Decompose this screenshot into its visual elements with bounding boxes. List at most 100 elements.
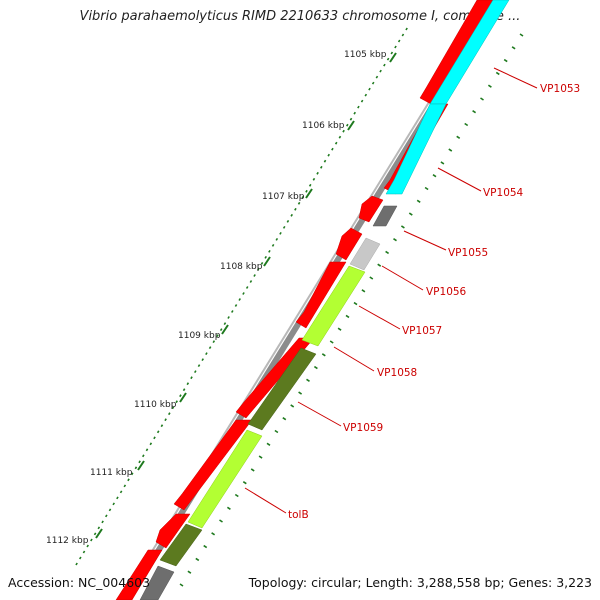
gene-forward-9[interactable] xyxy=(115,549,163,600)
ruler-minor-tick xyxy=(164,418,167,422)
inner-minor-tick xyxy=(226,506,231,510)
inner-minor-tick xyxy=(258,455,263,459)
gene-forward-7[interactable] xyxy=(173,419,253,511)
scale-tick xyxy=(305,188,313,199)
ruler-minor-tick xyxy=(93,532,97,536)
ruler-minor-tick xyxy=(179,394,182,398)
gene-forward-5[interactable] xyxy=(295,261,347,329)
inner-minor-tick xyxy=(416,199,421,203)
ruler-minor-tick xyxy=(260,261,264,265)
gene-forward-1[interactable] xyxy=(419,0,494,105)
gene-forward-4[interactable] xyxy=(335,227,363,261)
gene-label-tolb: tolB xyxy=(288,509,309,521)
ruler-minor-tick xyxy=(334,141,338,145)
ruler-minor-tick xyxy=(360,99,364,103)
gene-label-connectors xyxy=(244,67,538,514)
gene-vp1055[interactable] xyxy=(372,205,398,227)
ruler-minor-tick xyxy=(90,538,93,542)
gene-tolb[interactable] xyxy=(187,429,263,529)
scale-tick xyxy=(137,460,145,471)
ruler-minor-tick xyxy=(371,81,375,85)
ruler-minor-tick xyxy=(212,340,216,344)
ruler-minor-tick xyxy=(282,225,286,229)
inner-minor-tick xyxy=(377,263,382,267)
ruler-minor-tick xyxy=(264,255,267,259)
gene-forward-3[interactable] xyxy=(358,195,384,223)
ruler-minor-tick xyxy=(249,280,253,283)
ruler-minor-tick xyxy=(79,556,82,560)
gene-label-vp1054: VP1054 xyxy=(483,187,524,199)
ruler-minor-tick xyxy=(186,382,190,386)
ruler-minor-tick xyxy=(116,496,119,500)
ruler-minor-tick xyxy=(216,334,219,338)
ruler-minor-tick xyxy=(205,352,208,356)
scale-tick xyxy=(95,528,103,539)
ruler-minor-tick xyxy=(82,550,86,554)
inner-minor-tick xyxy=(464,122,469,127)
ruler-minor-tick xyxy=(182,388,186,392)
ruler-minor-tick xyxy=(323,159,327,163)
ruler-minor-tick xyxy=(353,111,356,115)
ruler-minor-tick xyxy=(168,412,171,416)
inner-minor-tick xyxy=(329,340,334,344)
scale-label: 1108 kbp xyxy=(220,262,263,272)
inner-minor-tick xyxy=(203,544,208,549)
inner-minor-tick xyxy=(432,174,437,178)
ruler-minor-tick xyxy=(286,219,290,223)
ruler-minor-tick xyxy=(357,105,360,109)
inner-minor-tick xyxy=(282,417,287,421)
scale-tick xyxy=(263,256,271,267)
ruler-minor-tick xyxy=(386,57,390,61)
inner-minor-tick xyxy=(321,353,326,357)
gene-label-vp1053: VP1053 xyxy=(540,83,580,95)
gene-vp1058[interactable] xyxy=(247,347,317,431)
gene-vp1056[interactable] xyxy=(349,237,381,271)
gene-label-vp1056: VP1056 xyxy=(426,286,467,298)
gene-vp1057[interactable] xyxy=(301,265,366,347)
ruler-minor-tick xyxy=(320,165,323,169)
inner-minor-tick xyxy=(187,570,192,574)
ruler-minor-tick xyxy=(331,147,334,151)
ruler-minor-tick xyxy=(308,183,312,187)
ruler-minor-tick xyxy=(201,358,204,362)
ruler-minor-tick xyxy=(75,562,78,566)
inner-minor-tick xyxy=(211,532,216,536)
ruler-minor-tick xyxy=(346,123,349,127)
ruler-minor-tick xyxy=(342,129,345,133)
ruler-minor-tick xyxy=(194,370,197,374)
ruler-minor-tick xyxy=(405,27,408,31)
ruler-minor-tick xyxy=(349,117,353,121)
ruler-minor-tick xyxy=(383,63,386,67)
inner-minor-tick xyxy=(424,186,429,191)
inner-minor-tick xyxy=(337,327,342,331)
inner-minor-tick xyxy=(361,289,366,293)
ruler-minor-tick xyxy=(134,466,138,470)
ruler-minor-tick xyxy=(312,177,316,181)
map-title: Vibrio parahaemolyticus RIMD 2210633 chr… xyxy=(79,9,521,24)
ruler-minor-tick xyxy=(327,153,330,157)
scale-tick xyxy=(347,120,355,131)
ruler-minor-tick xyxy=(290,213,293,217)
inner-minor-tick xyxy=(179,583,184,587)
gene-reverse-olive[interactable] xyxy=(159,523,203,567)
ruler-minor-tick xyxy=(401,33,405,37)
ruler-minor-tick xyxy=(242,292,245,295)
scale-label: 1110 kbp xyxy=(134,400,177,410)
gene-label-vp1058: VP1058 xyxy=(377,367,417,379)
scale-label: 1109 kbp xyxy=(178,331,221,341)
scale-tick xyxy=(179,392,187,403)
ruler-minor-tick xyxy=(338,135,342,139)
gene-vp1054[interactable] xyxy=(385,103,447,195)
ruler-minor-tick xyxy=(268,249,271,253)
ruler-minor-tick xyxy=(394,45,397,49)
inner-minor-tick xyxy=(242,481,247,485)
ruler-minor-tick xyxy=(130,472,134,476)
ruler-minor-tick xyxy=(127,478,130,482)
inner-minor-tick xyxy=(195,557,200,562)
ruler-minor-tick xyxy=(257,267,260,271)
gene-forward-8[interactable] xyxy=(155,513,191,549)
ruler-minor-tick xyxy=(112,502,115,506)
inner-minor-tick xyxy=(219,519,223,523)
gene-reverse-gray[interactable] xyxy=(139,565,175,600)
gene-label-vp1057: VP1057 xyxy=(402,325,442,337)
